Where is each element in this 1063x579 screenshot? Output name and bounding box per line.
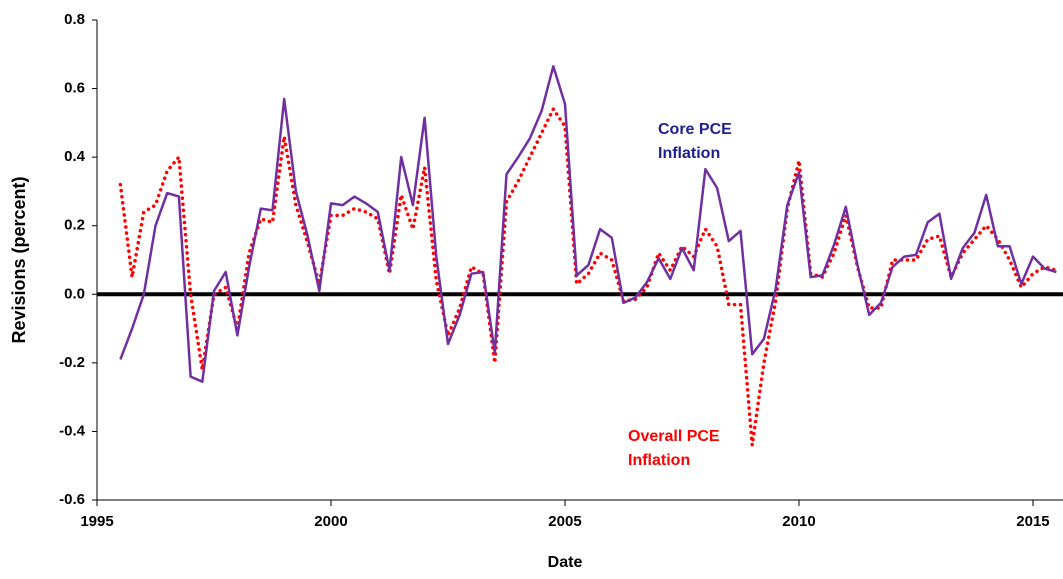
y-tick-label: 0.6 — [64, 80, 85, 97]
y-tick-label: -0.2 — [59, 354, 85, 371]
y-tick-label: 0.0 — [64, 285, 85, 302]
x-tick-label: 2015 — [1016, 513, 1049, 530]
annotation: Core PCE — [658, 121, 732, 138]
y-axis-label: Revisions (percent) — [9, 176, 29, 343]
x-tick-label: 2000 — [314, 513, 347, 530]
y-tick-label: 0.8 — [64, 11, 85, 28]
y-tick-label: 0.2 — [64, 217, 85, 234]
series-line — [118, 107, 1059, 447]
annotation: Overall PCE — [628, 428, 720, 445]
annotation: Inflation — [658, 145, 720, 162]
y-tick-label: -0.4 — [59, 422, 86, 439]
x-tick-label: 2005 — [548, 513, 581, 530]
x-tick-label: 2010 — [782, 513, 815, 530]
y-tick-label: -0.6 — [59, 491, 85, 508]
y-tick-label: 0.4 — [64, 148, 86, 165]
x-tick-label: 1995 — [80, 513, 113, 530]
x-axis-label: Date — [548, 554, 583, 571]
series-line — [119, 65, 1057, 383]
annotation: Inflation — [628, 452, 690, 469]
